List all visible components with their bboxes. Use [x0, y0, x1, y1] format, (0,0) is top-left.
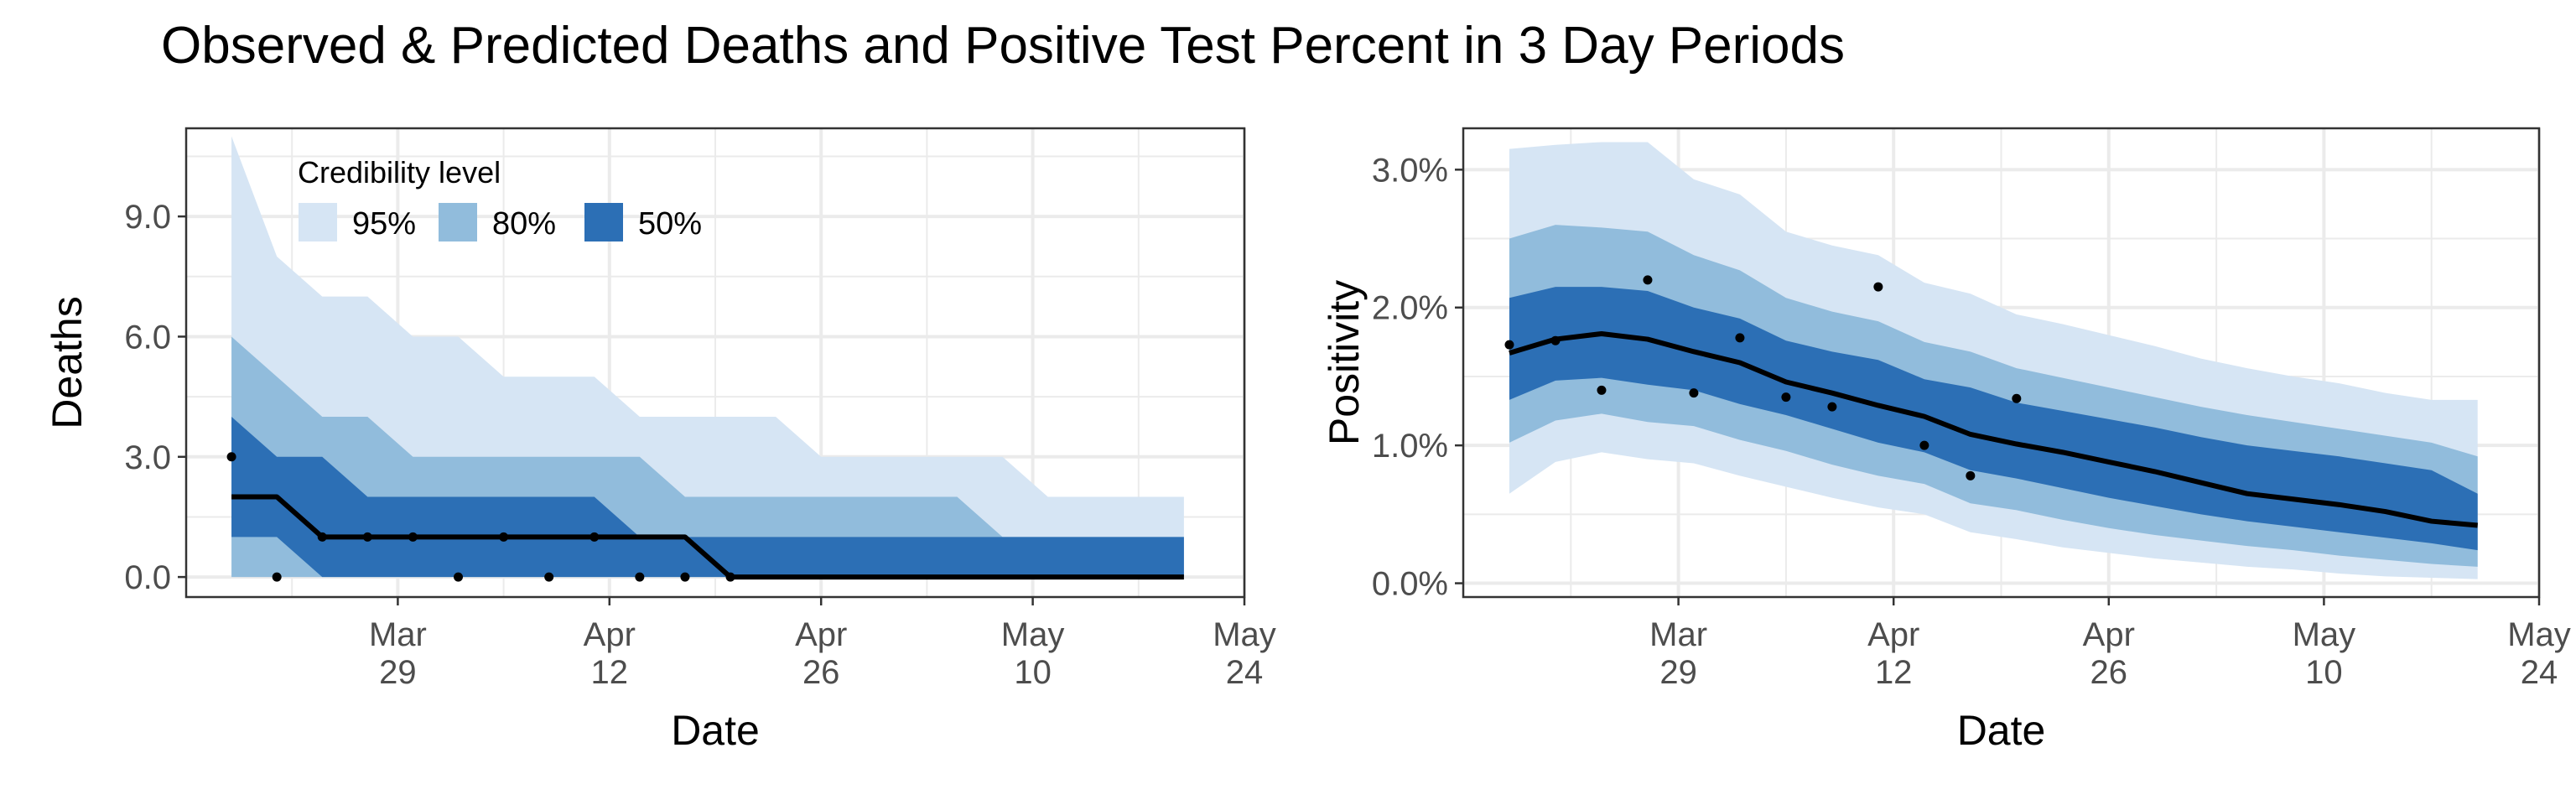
- observed-point: [725, 572, 735, 582]
- y-tick-label: 1.0%: [1372, 428, 1448, 465]
- y-tick-label: 6.0: [124, 319, 171, 356]
- x-tick-label-day: 12: [1875, 654, 1913, 691]
- legend-label: 50%: [638, 206, 702, 242]
- x-tick-label-day: 24: [1226, 654, 1264, 691]
- x-tick-label-month: May: [1001, 616, 1065, 653]
- y-tick-label: 9.0: [124, 199, 171, 236]
- y-tick-label: 3.0: [124, 439, 171, 476]
- x-tick-label-month: Apr: [2083, 616, 2135, 653]
- observed-point: [2012, 393, 2022, 403]
- legend-key-50: [584, 203, 623, 242]
- y-axis-title: Deaths: [44, 296, 91, 428]
- x-tick-label-day: 29: [379, 654, 417, 691]
- y-tick-label: 0.0: [124, 559, 171, 596]
- legend-key-80: [439, 203, 477, 242]
- observed-point: [408, 532, 418, 542]
- observed-point: [362, 532, 372, 542]
- observed-point: [1827, 402, 1837, 412]
- x-tick-label-day: 26: [2090, 654, 2128, 691]
- x-tick-label-day: 29: [1659, 654, 1697, 691]
- x-tick-label-month: May: [1213, 616, 1276, 653]
- observed-point: [1597, 385, 1607, 395]
- y-tick-label: 0.0%: [1372, 566, 1448, 603]
- y-tick-label: 3.0%: [1372, 152, 1448, 189]
- legend: Credibility level 95% 80% 50%: [298, 155, 702, 242]
- observed-point: [499, 532, 509, 542]
- observed-point: [1735, 333, 1745, 343]
- legend-label: 95%: [352, 206, 416, 242]
- y-tick-label: 2.0%: [1372, 290, 1448, 327]
- x-tick-label-day: 10: [2305, 654, 2343, 691]
- observed-point: [226, 452, 236, 462]
- x-axis-title: Date: [1957, 707, 2046, 754]
- x-tick-label-month: May: [2293, 616, 2356, 653]
- x-tick-label-month: Apr: [795, 616, 847, 653]
- observed-point: [1781, 392, 1791, 402]
- x-tick-label-month: Apr: [584, 616, 636, 653]
- observed-point: [1643, 275, 1653, 285]
- panel-border: [1462, 127, 2541, 599]
- observed-point: [454, 572, 464, 582]
- x-tick-label-day: 12: [591, 654, 629, 691]
- x-tick-label-month: Mar: [1649, 616, 1707, 653]
- x-tick-label-day: 26: [802, 654, 840, 691]
- chart-title: Observed & Predicted Deaths and Positive…: [161, 17, 1846, 75]
- median-line: [1509, 330, 2478, 528]
- panel-border: [184, 127, 1246, 599]
- observed-point: [544, 572, 554, 582]
- observed-point: [1504, 340, 1514, 350]
- legend-key-95: [299, 203, 337, 242]
- x-tick-label-day: 10: [1014, 654, 1052, 691]
- observed-point: [1919, 440, 1929, 450]
- observed-point: [317, 532, 327, 542]
- legend-title: Credibility level: [298, 155, 501, 190]
- deaths-panel: 0.03.06.09.0Mar29Apr12Apr26May10May24Dat…: [44, 127, 1276, 754]
- x-tick-label-month: May: [2507, 616, 2571, 653]
- observed-point: [272, 572, 282, 582]
- observed-point: [680, 572, 690, 582]
- positivity-panel: 0.0%1.0%2.0%3.0%Mar29Apr12Apr26May10May2…: [1321, 127, 2571, 754]
- x-tick-label-month: Apr: [1867, 616, 1919, 653]
- observed-point: [1689, 388, 1699, 398]
- credible-band-50: [1509, 287, 2478, 551]
- legend-label: 80%: [492, 206, 556, 242]
- x-tick-label-month: Mar: [369, 616, 427, 653]
- observed-point: [635, 572, 645, 582]
- observed-point: [1966, 470, 1976, 480]
- x-axis-title: Date: [671, 707, 760, 754]
- y-axis-title: Positivity: [1321, 280, 1368, 445]
- x-tick-label-day: 24: [2521, 654, 2558, 691]
- observed-point: [589, 532, 600, 542]
- median-line: [231, 494, 1184, 580]
- observed-point: [1550, 335, 1561, 345]
- observed-point: [1873, 282, 1883, 292]
